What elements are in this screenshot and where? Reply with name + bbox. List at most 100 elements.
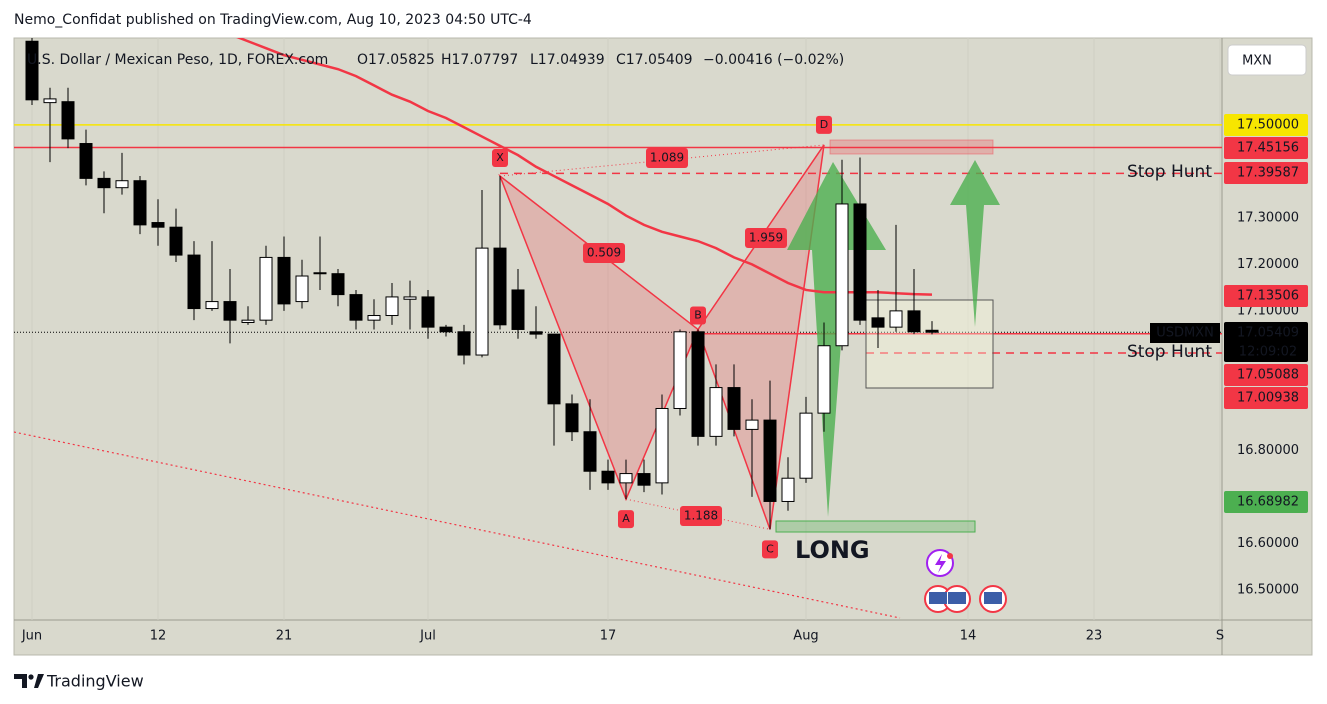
candle-body — [583, 431, 597, 472]
candle-body — [223, 301, 237, 321]
candle-body — [547, 333, 561, 405]
candle-body — [475, 247, 489, 356]
ratio-label: 0.509 — [587, 246, 621, 260]
x-tick-label: 23 — [1086, 629, 1103, 644]
candle-body — [169, 226, 183, 256]
pattern-point-box — [690, 306, 706, 325]
price-label: 17.05409 — [1237, 326, 1299, 341]
x-tick-label: Jun — [21, 629, 42, 644]
pattern-point-box — [492, 149, 508, 168]
candle-body — [25, 40, 39, 101]
price-label: 17.50000 — [1237, 118, 1299, 133]
price-label: 17.00938 — [1237, 391, 1299, 406]
ratio-label: 1.188 — [684, 509, 718, 523]
candle-body — [205, 301, 219, 310]
candle-body — [349, 294, 363, 321]
pattern-point-label: D — [820, 118, 828, 131]
price-label-box — [1224, 491, 1308, 513]
price-label: 17.39587 — [1237, 166, 1299, 181]
candle-body — [709, 387, 723, 437]
price-label: 17.45156 — [1237, 141, 1299, 156]
price-label-box — [1224, 114, 1308, 136]
moving-average — [236, 38, 933, 296]
price-label: 17.13506 — [1237, 289, 1299, 304]
pattern-point-label: A — [622, 512, 630, 525]
pattern-point-box — [618, 510, 634, 529]
candle-body — [835, 203, 849, 347]
candle-body — [97, 177, 111, 189]
candle-body — [259, 256, 273, 321]
candle-body — [889, 310, 903, 328]
legend-title: U.S. Dollar / Mexican Peso, 1D, FOREX.co… — [27, 52, 328, 68]
pink-zone — [829, 139, 994, 155]
publisher: Nemo_Confidat published on TradingView.c… — [14, 12, 532, 28]
candle-body — [277, 256, 291, 305]
candle-body — [187, 254, 201, 310]
currency-button[interactable] — [1227, 44, 1307, 76]
ratio-box — [680, 506, 722, 526]
price-label: 16.68982 — [1237, 495, 1299, 510]
y-tick-label: 17.20000 — [1237, 257, 1299, 272]
x-tick-label: 14 — [960, 629, 977, 644]
x-tick-label: 17 — [600, 629, 617, 644]
price-label: 17.05088 — [1237, 368, 1299, 383]
legend-value: O17.05825 — [357, 52, 435, 68]
candle-body — [421, 296, 435, 328]
candle-body — [403, 296, 417, 300]
ratio-label: 1.959 — [749, 231, 783, 245]
legend-value: H17.07797 — [441, 52, 518, 68]
candle-body — [439, 326, 453, 333]
ratio-box — [583, 243, 625, 263]
x-tick-label: 12 — [150, 629, 167, 644]
candle-body — [817, 345, 831, 414]
candle-body — [511, 289, 525, 330]
ratio-label: 1.089 — [650, 151, 684, 165]
candle-body — [313, 272, 327, 275]
candle-body — [565, 403, 579, 433]
legend-value: −0.00416 (−0.02%) — [703, 52, 844, 68]
event-flags — [924, 585, 1007, 613]
candle-body — [673, 331, 687, 409]
candle-body — [655, 407, 669, 484]
level-note: Stop Hunt — [1127, 162, 1212, 182]
candle-body — [745, 419, 759, 430]
candle-body — [763, 419, 777, 502]
legend-value: C17.05409 — [616, 52, 693, 68]
legend-value: L17.04939 — [530, 52, 605, 68]
x-tick-label: S — [1216, 629, 1224, 644]
price-label-box — [1224, 322, 1308, 362]
price-label-box — [1224, 387, 1308, 409]
candle-body — [925, 329, 939, 333]
pattern-point-box — [816, 115, 832, 134]
countdown: 12:09:02 — [1239, 345, 1297, 360]
x-tick-label: Aug — [793, 629, 818, 644]
y-tick-label: 16.50000 — [1237, 582, 1299, 597]
candle-body — [331, 273, 345, 296]
currency-label[interactable]: MXN — [1242, 54, 1272, 69]
trend-line — [14, 431, 901, 619]
ratio-box — [646, 148, 688, 168]
candle-body — [493, 247, 507, 326]
x-tick-label: Jul — [419, 629, 436, 644]
candle-body — [43, 98, 57, 104]
ratio-box — [745, 228, 787, 248]
signal: LONG — [795, 536, 870, 564]
candle-body — [799, 412, 813, 479]
price-label-box — [1224, 162, 1308, 184]
candle-body — [133, 180, 147, 226]
candle-body — [619, 473, 633, 484]
event-icon — [935, 554, 946, 573]
candle-body — [727, 387, 741, 430]
candle-body — [853, 203, 867, 321]
candle-body — [295, 275, 309, 303]
candle-body — [637, 473, 651, 486]
candle-body — [241, 319, 255, 323]
symbol-box — [1150, 323, 1220, 343]
pattern-point-box — [762, 540, 778, 559]
pattern-point-label: X — [496, 151, 504, 164]
candle-body — [385, 296, 399, 317]
pattern-ratio-line — [499, 175, 699, 330]
candle-body — [781, 477, 795, 502]
candle-body — [151, 222, 165, 228]
pattern-ratio-line — [625, 498, 771, 530]
